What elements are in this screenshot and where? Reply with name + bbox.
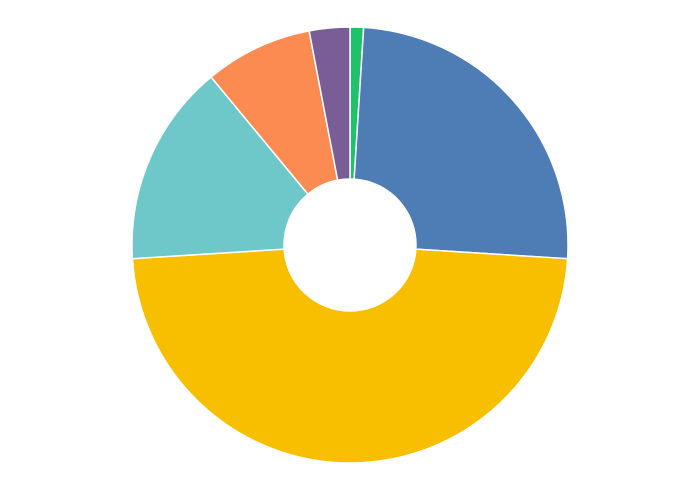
pie-slice: [353, 26, 569, 260]
pie-slice: [131, 75, 309, 260]
pie-slice: [131, 248, 569, 464]
pie-slice: [308, 26, 351, 182]
